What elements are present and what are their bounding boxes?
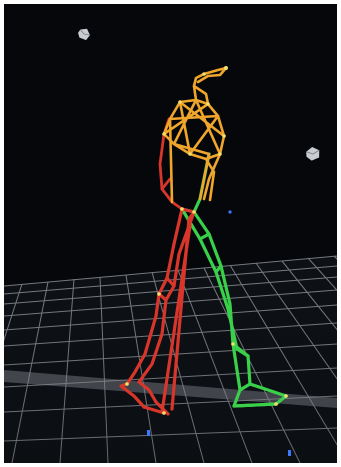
3d-scene <box>4 4 337 463</box>
motion-capture-skeleton[interactable] <box>119 66 288 416</box>
calibration-markers <box>77 26 321 456</box>
calibration-marker-right[interactable] <box>304 145 321 161</box>
floor-marker <box>288 450 291 456</box>
right-leg-bones <box>119 207 196 416</box>
calibration-marker-top-left[interactable] <box>77 26 92 41</box>
floor-marker <box>147 430 150 436</box>
floor-shade <box>4 286 337 463</box>
3d-viewport[interactable] <box>4 4 337 463</box>
joint-markers <box>125 66 288 415</box>
upper-body-bones <box>162 66 228 204</box>
origin-marker <box>228 210 232 214</box>
grid-line <box>4 255 337 287</box>
